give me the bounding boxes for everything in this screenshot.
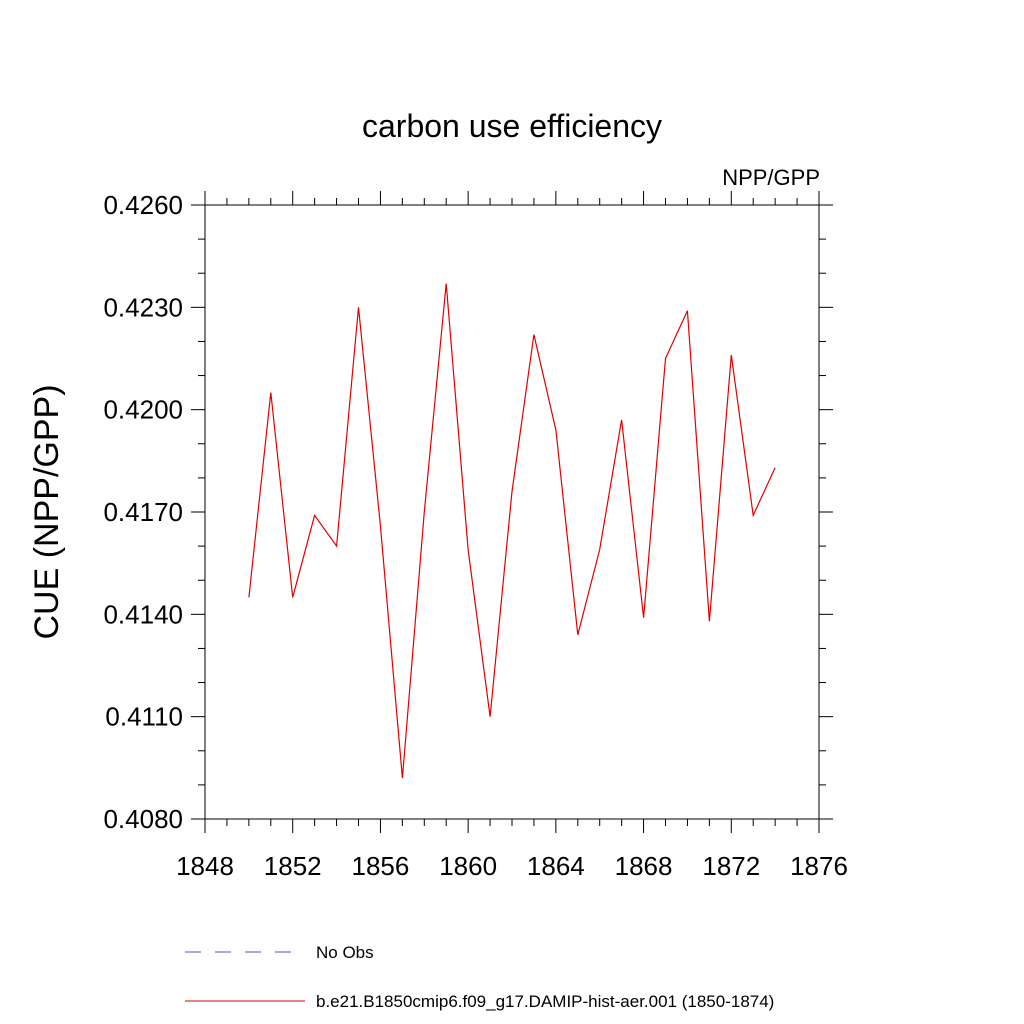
- chart-subtitle: NPP/GPP: [722, 165, 820, 190]
- series-line: [248, 283, 776, 779]
- x-tick-label: 1864: [527, 851, 585, 881]
- x-tick-label: 1856: [352, 851, 410, 881]
- y-tick-label: 0.4140: [103, 599, 183, 629]
- legend-label-no-obs: No Obs: [316, 943, 374, 962]
- chart-title: carbon use efficiency: [362, 108, 662, 144]
- y-tick-label: 0.4230: [103, 292, 183, 322]
- series-layer: [248, 283, 776, 779]
- y-tick-label: 0.4080: [103, 804, 183, 834]
- x-tick-label: 1876: [790, 851, 848, 881]
- x-tick-label: 1852: [264, 851, 322, 881]
- plot-frame: [204, 204, 820, 820]
- x-tick-label: 1848: [176, 851, 234, 881]
- y-tick-label: 0.4170: [103, 497, 183, 527]
- legend-label-model: b.e21.B1850cmip6.f09_g17.DAMIP-hist-aer.…: [316, 992, 774, 1011]
- y-tick-label: 0.4200: [103, 395, 183, 425]
- x-ticks: 1848 1852 1856 1860 1864 1868 1872 1876: [176, 191, 848, 881]
- y-ticks: 0.4080 0.4110 0.4140 0.4170 0.4200 0.4230 0.42…: [103, 190, 833, 834]
- y-tick-label: 0.4260: [103, 190, 183, 220]
- x-tick-label: 1860: [439, 851, 497, 881]
- y-axis-label: CUE (NPP/GPP): [28, 384, 66, 639]
- y-tick-label: 0.4110: [105, 702, 183, 732]
- x-tick-label: 1872: [702, 851, 760, 881]
- legend: No Obs b.e21.B1850cmip6.f09_g17.DAMIP-hi…: [185, 943, 774, 1011]
- x-tick-label: 1868: [615, 851, 673, 881]
